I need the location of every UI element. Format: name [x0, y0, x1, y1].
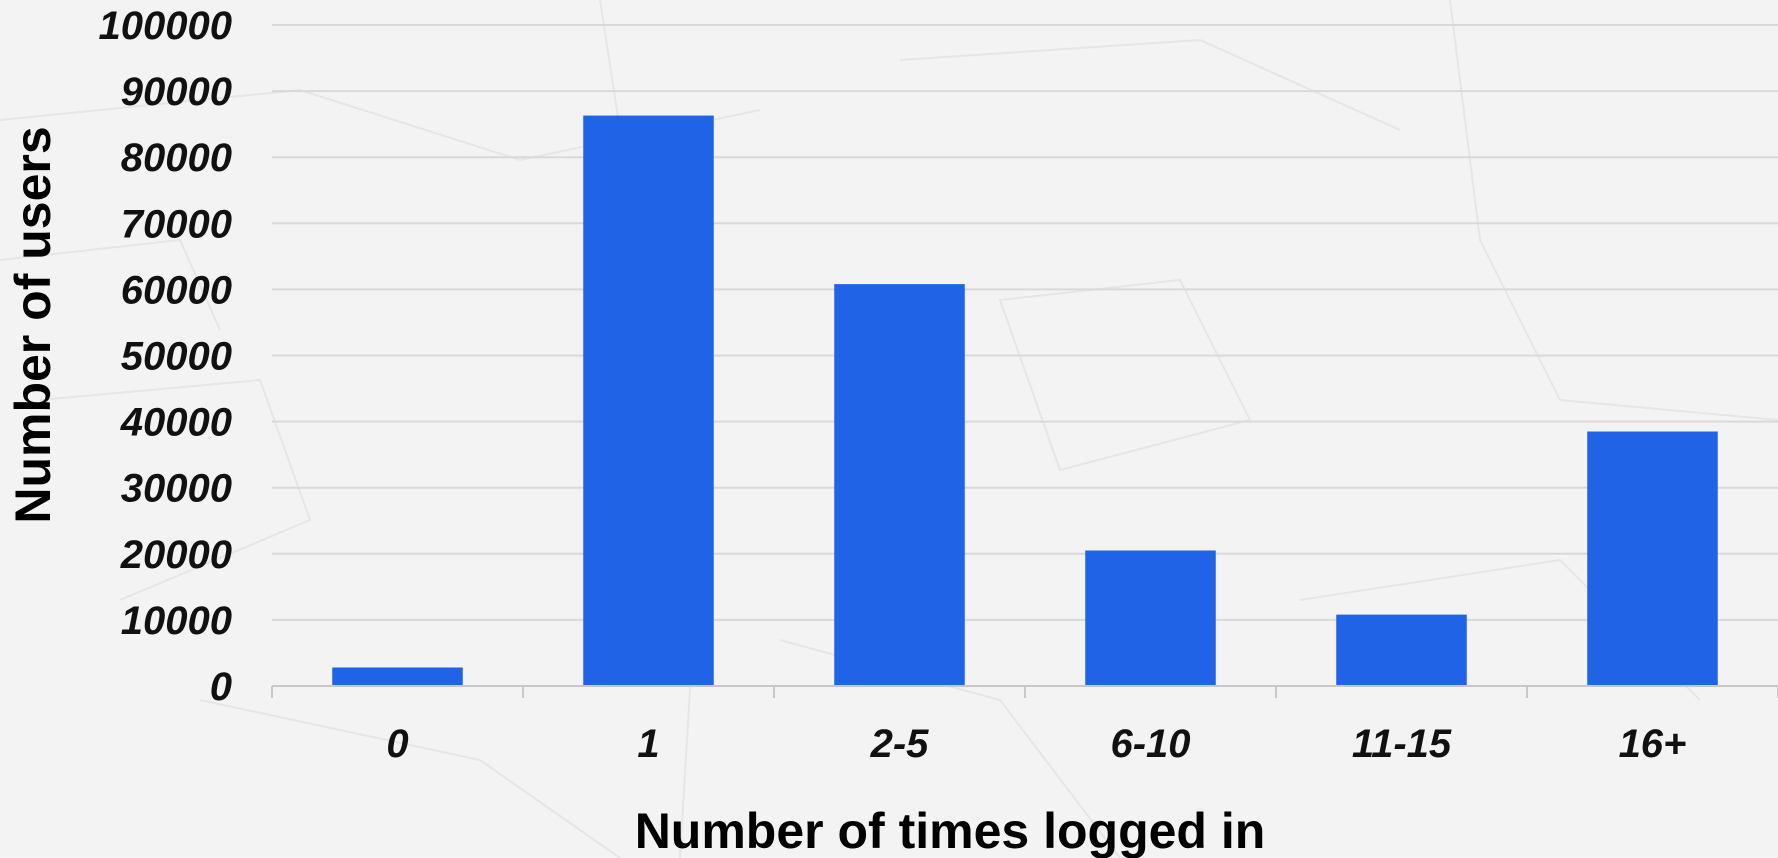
bar-16+ — [1587, 431, 1718, 686]
y-tick-label: 20000 — [120, 533, 232, 577]
y-tick-label: 70000 — [121, 202, 232, 246]
y-tick-label: 10000 — [121, 599, 232, 643]
background-line — [199, 699, 621, 858]
x-tick-label: 2-5 — [870, 722, 930, 766]
y-tick-label: 60000 — [121, 268, 232, 312]
background-line — [1449, 0, 1778, 421]
y-axis-ticks: 0 10000 20000 30000 40000 50000 60000 70000 8000… — [99, 4, 232, 709]
y-tick-label: 0 — [210, 665, 232, 709]
x-axis-ticks: 0 1 2-5 6-10 11-15 16+ — [386, 722, 1686, 766]
x-axis-title: Number of times logged in — [635, 803, 1266, 858]
y-tick-label: 80000 — [121, 136, 232, 180]
y-tick-label: 40000 — [120, 401, 232, 445]
y-tick-label: 100000 — [99, 4, 232, 48]
x-tick-label: 6-10 — [1110, 722, 1190, 766]
bar-6-10 — [1085, 550, 1216, 686]
bar-2-5 — [834, 284, 965, 686]
y-tick-label: 30000 — [121, 467, 232, 511]
y-tick-label: 50000 — [121, 335, 232, 379]
y-tick-label: 90000 — [121, 70, 232, 114]
bar-1 — [583, 115, 714, 686]
background-line — [899, 38, 1401, 131]
bar-11-15 — [1336, 614, 1467, 686]
bar-0 — [332, 667, 463, 686]
y-axis-title: Number of users — [5, 126, 61, 523]
x-tick-label: 11-15 — [1352, 722, 1452, 766]
background-line — [998, 278, 1252, 472]
gridlines — [272, 24, 1778, 621]
background-line — [0, 238, 221, 331]
x-axis — [271, 685, 1778, 698]
bars — [332, 115, 1718, 686]
x-tick-label: 1 — [637, 722, 659, 766]
x-tick-label: 16+ — [1619, 722, 1687, 766]
x-tick-label: 0 — [386, 722, 408, 766]
background-line — [39, 378, 312, 601]
